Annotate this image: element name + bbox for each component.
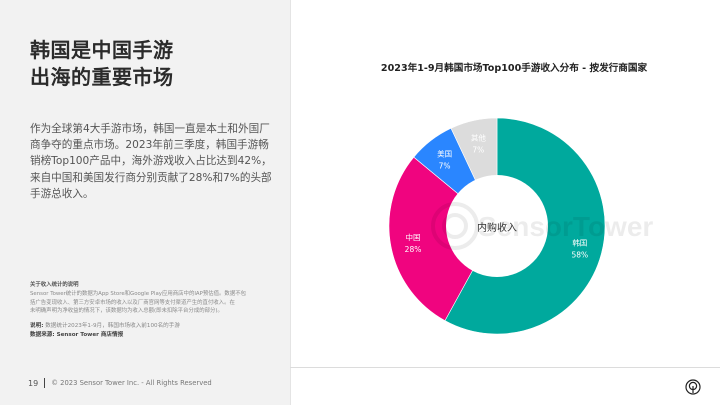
footer-separator [44, 378, 46, 388]
donut-hole [446, 175, 548, 277]
explanation-text: 数据统计2023年1-9月，韩国市场收入前100名的手游 [43, 323, 180, 329]
slice-category-label: 其他 [471, 133, 486, 143]
slice-category-label: 中国 [406, 232, 421, 242]
note-line: 括广告变现收入、第三方安卓市场的收入以及厂商官网等支付渠道产生的直付收入。在 [30, 299, 235, 306]
left-panel [0, 0, 291, 405]
watermark: SensorTower [431, 202, 653, 250]
sensor-tower-logo-icon [685, 379, 701, 395]
slice-category-label: 韩国 [572, 237, 587, 247]
footer-divider [290, 367, 720, 368]
source-text: Sensor Tower 商店情报 [54, 332, 124, 338]
donut-slice [388, 156, 498, 322]
slice-labels: 韩国 58% 中国 28% 美国 7% 其他 7% [405, 133, 588, 260]
body-line: 手游总收入。 [30, 187, 94, 200]
note-line: 未明确声明为净收益的情况下，该数据均为收入总额(即未扣除平台分成的部分)。 [30, 308, 223, 315]
body-line: 作为全球第4大手游市场，韩国一直是本土和外国厂 [30, 123, 270, 135]
source-block: 说明: 数据统计2023年1-9月，韩国市场收入前100名的手游 数据来源: S… [30, 322, 280, 340]
headline-line-1: 韩国是中国手游 [30, 38, 174, 62]
note-line: Sensor Tower统计的数据为App Store和Google Play应… [30, 290, 246, 297]
slice-value-label: 58% [571, 250, 588, 259]
page-headline: 韩国是中国手游 出海的重要市场 [30, 37, 174, 91]
page-number: 19 [28, 378, 39, 388]
explanation-label: 说明: [30, 323, 44, 329]
chart-title: 2023年1-9月韩国市场Top100手游收入分布 - 按发行商国家 [380, 63, 648, 74]
source-label: 数据来源: [30, 332, 55, 338]
explanation-line: 说明: 数据统计2023年1-9月，韩国市场收入前100名的手游 [30, 322, 280, 331]
slice-value-label: 7% [439, 161, 451, 170]
donut-center-label: 内购收入 [477, 221, 517, 234]
donut-slices [388, 117, 606, 335]
footer: 19 © 2023 Sensor Tower Inc. - All Rights… [28, 378, 212, 388]
headline-line-2: 出海的重要市场 [30, 65, 174, 89]
source-line: 数据来源: Sensor Tower 商店情报 [30, 331, 280, 340]
note-title: 关于收入统计的说明 [30, 282, 79, 288]
body-line: 来自中国和美国发行商分别贡献了28%和7%的头部 [30, 171, 272, 184]
slice-value-label: 28% [405, 245, 422, 254]
slice-category-label: 美国 [437, 148, 452, 158]
slice-value-label: 7% [472, 146, 484, 155]
body-line: 销榜Top100产品中，海外游戏收入占比达到42%， [30, 155, 272, 168]
body-paragraph: 作为全球第4大手游市场，韩国一直是本土和外国厂 商争夺的重点市场。2023年前三… [30, 121, 280, 202]
copyright-text: © 2023 Sensor Tower Inc. - All Rights Re… [51, 379, 212, 387]
watermark-text: SensorTower [478, 211, 653, 242]
body-line: 商争夺的重点市场。2023年前三季度，韩国手游畅 [30, 139, 269, 152]
revenue-note: 关于收入统计的说明 Sensor Tower统计的数据为App Store和Go… [30, 281, 280, 316]
